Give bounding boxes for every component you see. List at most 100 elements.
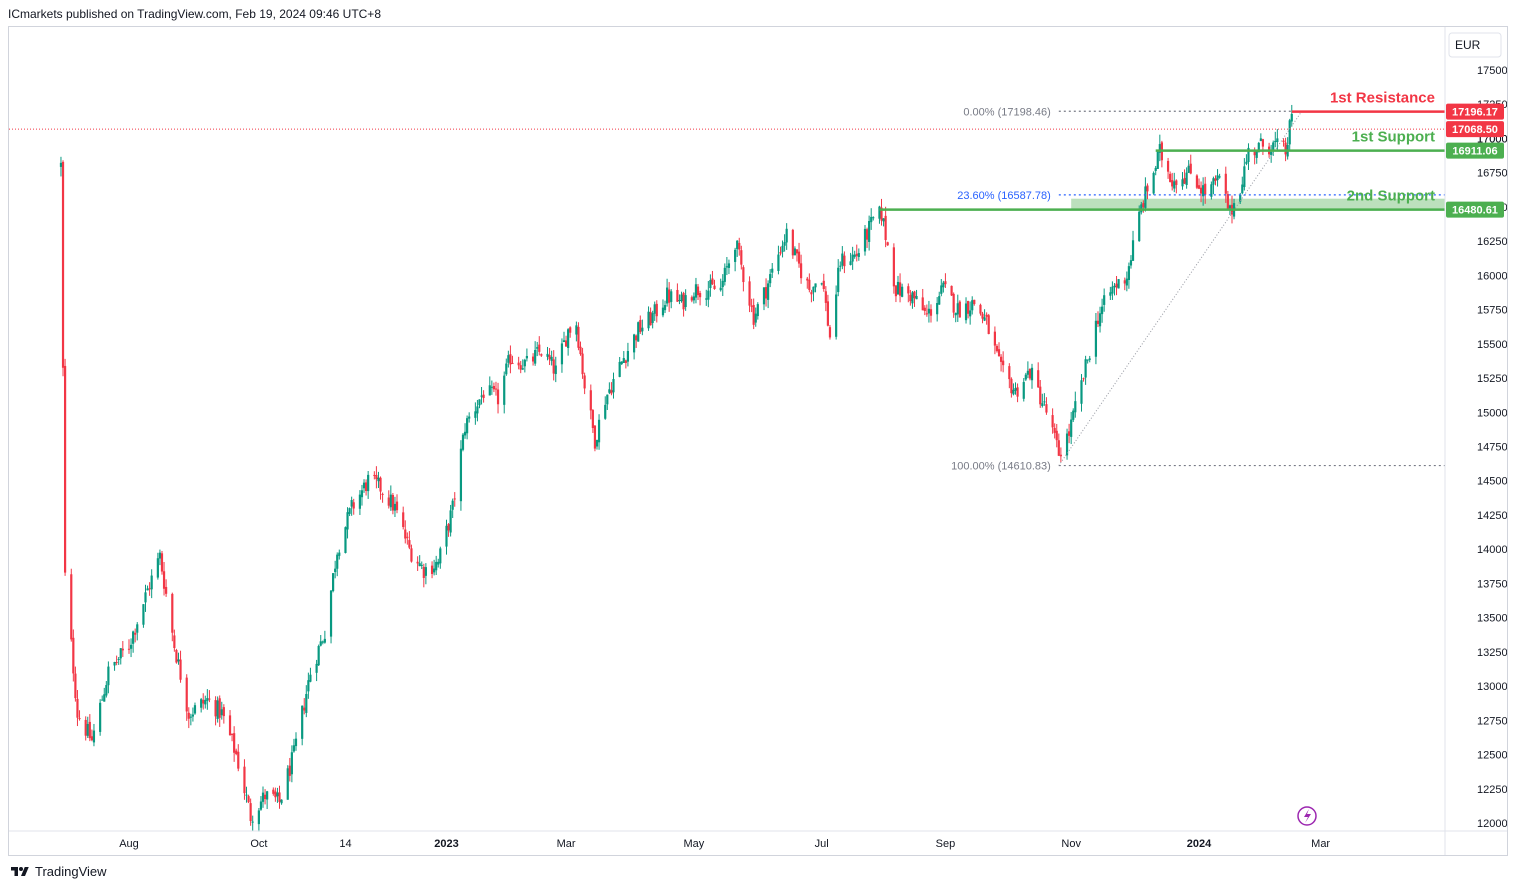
candle bbox=[451, 498, 454, 519]
candle bbox=[391, 493, 394, 515]
candle bbox=[1286, 137, 1289, 160]
support-label: 2nd Support bbox=[1347, 188, 1435, 205]
candle bbox=[583, 372, 586, 395]
price-tick-label: 16750.00 bbox=[1477, 168, 1507, 180]
candle bbox=[641, 319, 644, 336]
level-price-badge-text: 16480.61 bbox=[1452, 205, 1498, 217]
candle bbox=[216, 696, 219, 723]
candle bbox=[610, 382, 613, 396]
candle bbox=[175, 648, 178, 664]
level-price-badge-text: 17196.17 bbox=[1452, 107, 1498, 119]
candle bbox=[954, 312, 957, 323]
candle bbox=[307, 672, 310, 699]
candle bbox=[1096, 311, 1100, 328]
candle bbox=[1197, 178, 1201, 190]
candle bbox=[132, 630, 135, 653]
candle bbox=[915, 289, 918, 300]
candle bbox=[894, 285, 898, 303]
candle bbox=[1055, 423, 1058, 448]
candle bbox=[692, 292, 695, 304]
candle bbox=[286, 765, 289, 800]
candle bbox=[480, 386, 483, 405]
candle bbox=[884, 206, 887, 248]
candle bbox=[1226, 190, 1229, 211]
candle bbox=[1014, 382, 1017, 395]
candle bbox=[1113, 283, 1116, 296]
candle bbox=[191, 707, 195, 722]
candle bbox=[1082, 377, 1085, 382]
price-tick-label: 12750.00 bbox=[1477, 715, 1507, 727]
candle bbox=[958, 300, 961, 318]
candle bbox=[694, 277, 698, 304]
level-price-badge-text: 16911.06 bbox=[1452, 146, 1497, 158]
candle bbox=[637, 321, 640, 342]
candle bbox=[581, 347, 584, 379]
candle bbox=[449, 504, 452, 537]
candle bbox=[841, 246, 844, 270]
candle bbox=[839, 261, 842, 272]
candle bbox=[938, 291, 941, 305]
candle bbox=[826, 294, 830, 327]
candle bbox=[1127, 262, 1131, 289]
candle bbox=[519, 360, 522, 374]
candle bbox=[245, 786, 248, 803]
candle bbox=[713, 279, 716, 290]
candle bbox=[218, 695, 221, 727]
candle bbox=[999, 354, 1003, 372]
candle bbox=[233, 726, 236, 762]
candle bbox=[235, 748, 238, 756]
candle bbox=[99, 699, 102, 736]
price-chart[interactable]: 0.00% (17198.46) 23.60% (16587.78) 100.00%… bbox=[9, 27, 1507, 855]
candle bbox=[338, 549, 341, 560]
candle bbox=[1115, 275, 1118, 296]
candle bbox=[119, 648, 122, 665]
candle bbox=[509, 345, 512, 374]
candle bbox=[655, 300, 658, 323]
candle bbox=[548, 348, 551, 366]
candle bbox=[791, 228, 794, 259]
candle bbox=[1166, 157, 1170, 179]
candle bbox=[1065, 428, 1069, 460]
candle bbox=[162, 561, 166, 596]
candle bbox=[387, 490, 390, 509]
candle bbox=[593, 424, 597, 452]
time-tick-label: Nov bbox=[1061, 838, 1081, 850]
candle bbox=[742, 265, 745, 292]
last-price-badge bbox=[1446, 121, 1504, 138]
candle bbox=[348, 507, 351, 517]
candle bbox=[165, 579, 168, 597]
candle bbox=[395, 494, 399, 514]
candle bbox=[61, 160, 65, 377]
candle bbox=[437, 558, 440, 568]
candle bbox=[329, 590, 333, 644]
candle bbox=[305, 685, 308, 718]
candle bbox=[649, 307, 652, 326]
candle bbox=[249, 798, 252, 826]
chart-pane[interactable]: 0.00% (17198.46) 23.60% (16587.78) 100.00%… bbox=[8, 26, 1508, 856]
candle bbox=[263, 789, 267, 805]
candle bbox=[721, 274, 724, 297]
candle bbox=[129, 638, 133, 658]
candle bbox=[793, 246, 797, 256]
tradingview-branding[interactable]: TradingView bbox=[10, 864, 107, 879]
candle bbox=[1131, 230, 1135, 261]
price-tick-label: 15500.00 bbox=[1477, 339, 1507, 351]
candle bbox=[466, 415, 469, 440]
candle bbox=[956, 294, 959, 322]
candle bbox=[424, 563, 427, 585]
currency-button[interactable] bbox=[1448, 32, 1502, 58]
candle bbox=[416, 556, 419, 571]
candle bbox=[1212, 176, 1215, 195]
candle bbox=[332, 573, 335, 593]
candle bbox=[882, 218, 885, 227]
candle bbox=[564, 335, 568, 347]
candles bbox=[59, 104, 1293, 832]
candle bbox=[589, 384, 592, 420]
price-tick-label: 16000.00 bbox=[1477, 270, 1507, 282]
candle bbox=[1175, 179, 1178, 194]
fib-level-label: 100.00% (14610.83) bbox=[951, 461, 1051, 473]
candle bbox=[1199, 181, 1203, 203]
candle bbox=[812, 286, 815, 302]
candle bbox=[402, 506, 405, 530]
lightning-icon[interactable] bbox=[1297, 806, 1317, 826]
